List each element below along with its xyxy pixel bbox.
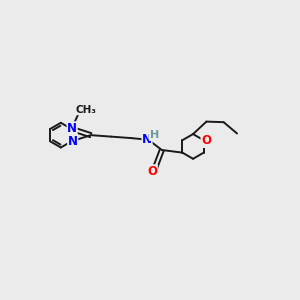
Text: H: H (149, 130, 159, 140)
Text: N: N (68, 135, 78, 148)
Text: O: O (201, 134, 211, 147)
Text: N: N (142, 133, 152, 146)
Text: CH₃: CH₃ (75, 105, 96, 115)
Text: N: N (67, 122, 77, 135)
Text: O: O (147, 165, 157, 178)
